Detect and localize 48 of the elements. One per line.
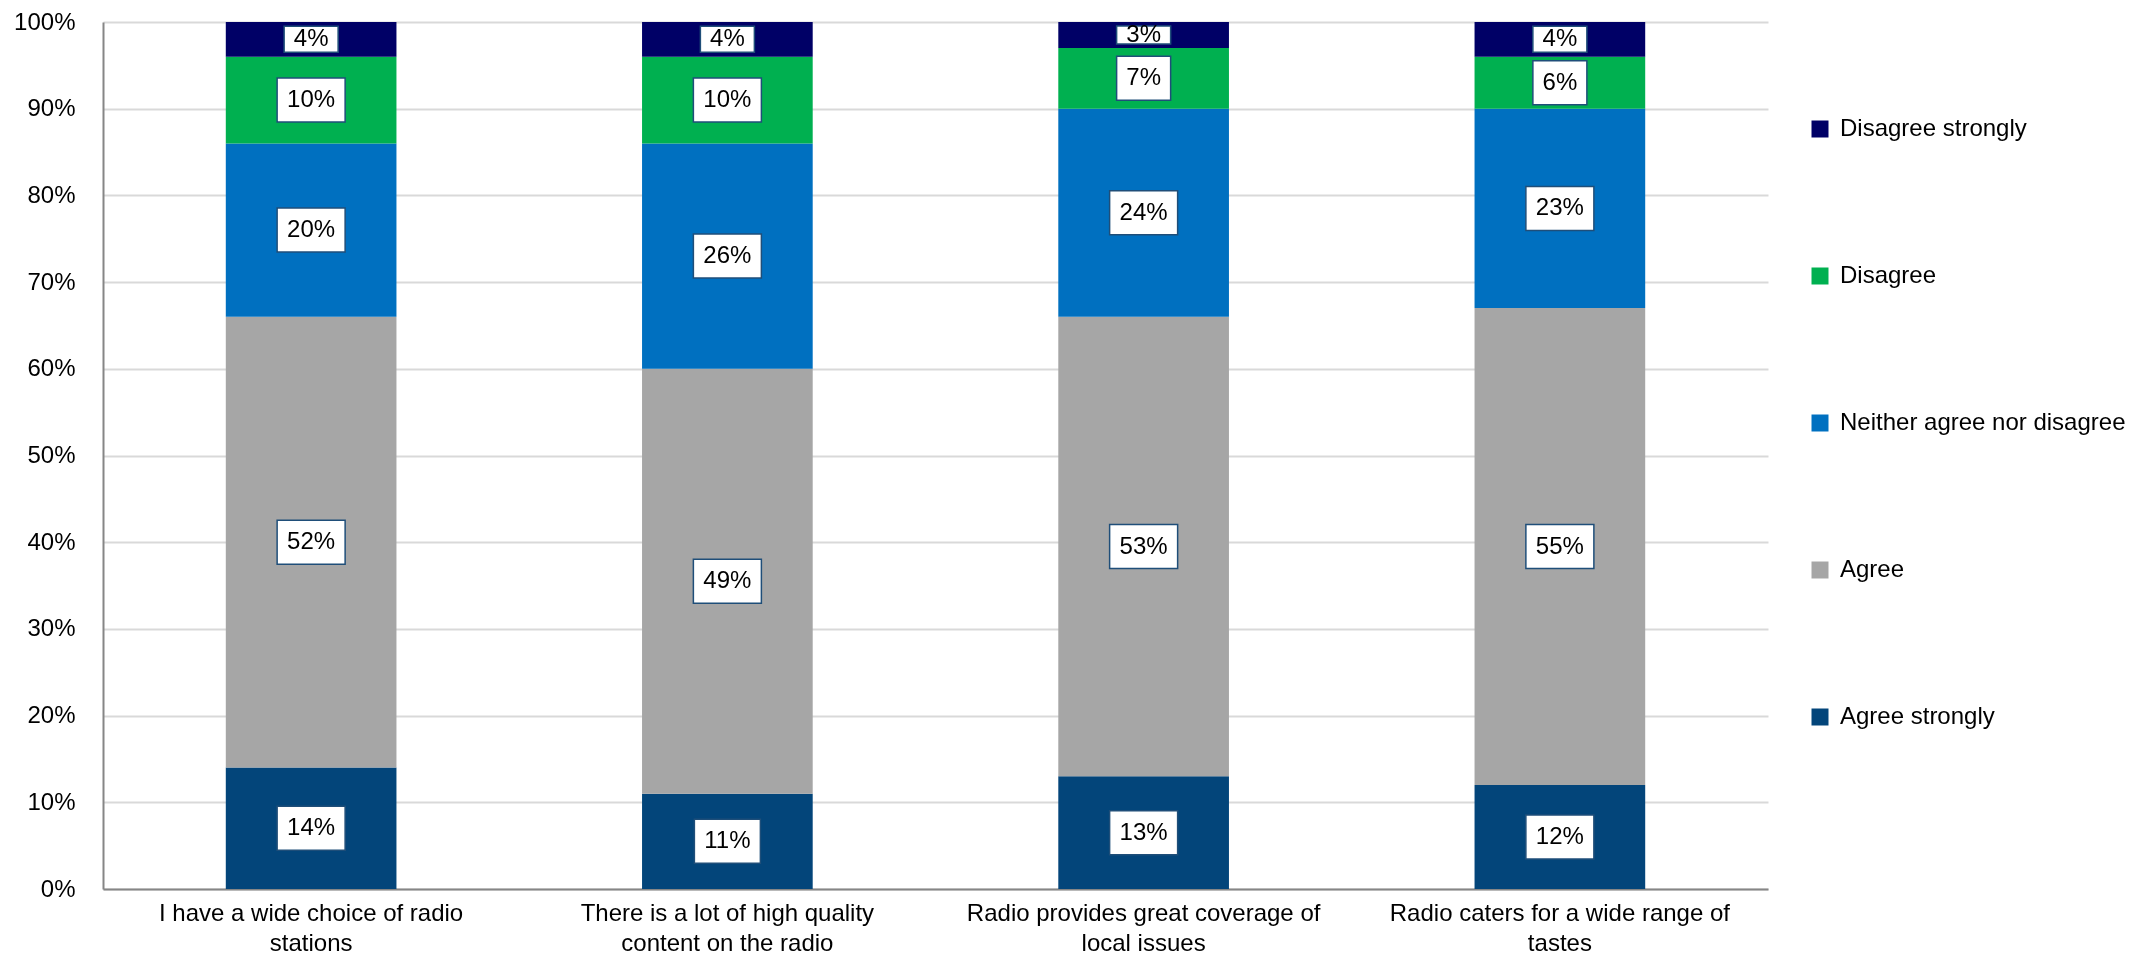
data-label: 11%: [704, 826, 751, 854]
y-tick-label: 60%: [27, 354, 76, 382]
data-label: 23%: [1535, 193, 1584, 221]
data-label: 4%: [293, 24, 329, 52]
data-label: 10%: [703, 85, 752, 113]
data-label: 6%: [1542, 67, 1578, 95]
y-tick-label: 50%: [27, 441, 76, 468]
y-tick-label: 30%: [27, 614, 76, 642]
bar: [1058, 316, 1229, 777]
bar: [225, 143, 397, 317]
legend-label: Neither agree nor disagree: [1840, 408, 2126, 435]
data-label: 13%: [1119, 817, 1168, 845]
data-label: 24%: [1119, 197, 1168, 225]
bar: [642, 143, 813, 369]
bar: [225, 316, 397, 768]
legend-label: Disagree: [1840, 261, 1937, 288]
legend-label: Agree: [1840, 555, 1905, 582]
bar: [1474, 308, 1646, 785]
bar: [1474, 108, 1646, 309]
data-label: 55%: [1535, 531, 1584, 559]
y-tick-label: 70%: [27, 267, 76, 295]
data-label: 12%: [1535, 821, 1584, 849]
x-tick-label: Radio caters for a wide range of tastes: [1389, 898, 1731, 956]
data-label: 14%: [287, 813, 336, 841]
data-label: 10%: [287, 85, 336, 113]
data-label: 3%: [1126, 20, 1161, 47]
data-label: 4%: [710, 24, 745, 52]
data-label: 49%: [703, 566, 752, 594]
x-tick-label: There is a lot of high quality content on the radio: [580, 898, 875, 956]
legend-label: Disagree strongly: [1840, 114, 2027, 141]
data-label: 4%: [1542, 24, 1578, 52]
data-label: 53%: [1119, 531, 1168, 559]
y-tick-label: 0%: [40, 874, 76, 902]
x-tick-label: Radio provides great coverage of local issues: [966, 898, 1321, 956]
legend-label: Agree strongly: [1840, 702, 1995, 729]
bar: [1058, 108, 1229, 317]
y-tick-label: 100%: [14, 7, 76, 35]
data-label: 52%: [287, 527, 336, 555]
bar: [642, 368, 813, 794]
y-tick-label: 80%: [27, 180, 76, 208]
data-label: 20%: [287, 215, 336, 243]
y-tick-label: 90%: [27, 94, 76, 122]
y-tick-label: 10%: [27, 787, 76, 815]
y-tick-label: 20%: [27, 701, 76, 729]
data-label: 7%: [1126, 63, 1161, 91]
y-tick-label: 40%: [27, 527, 76, 555]
x-tick-label: I have a wide choice of radio stations: [159, 898, 464, 956]
data-label: 26%: [703, 241, 752, 269]
